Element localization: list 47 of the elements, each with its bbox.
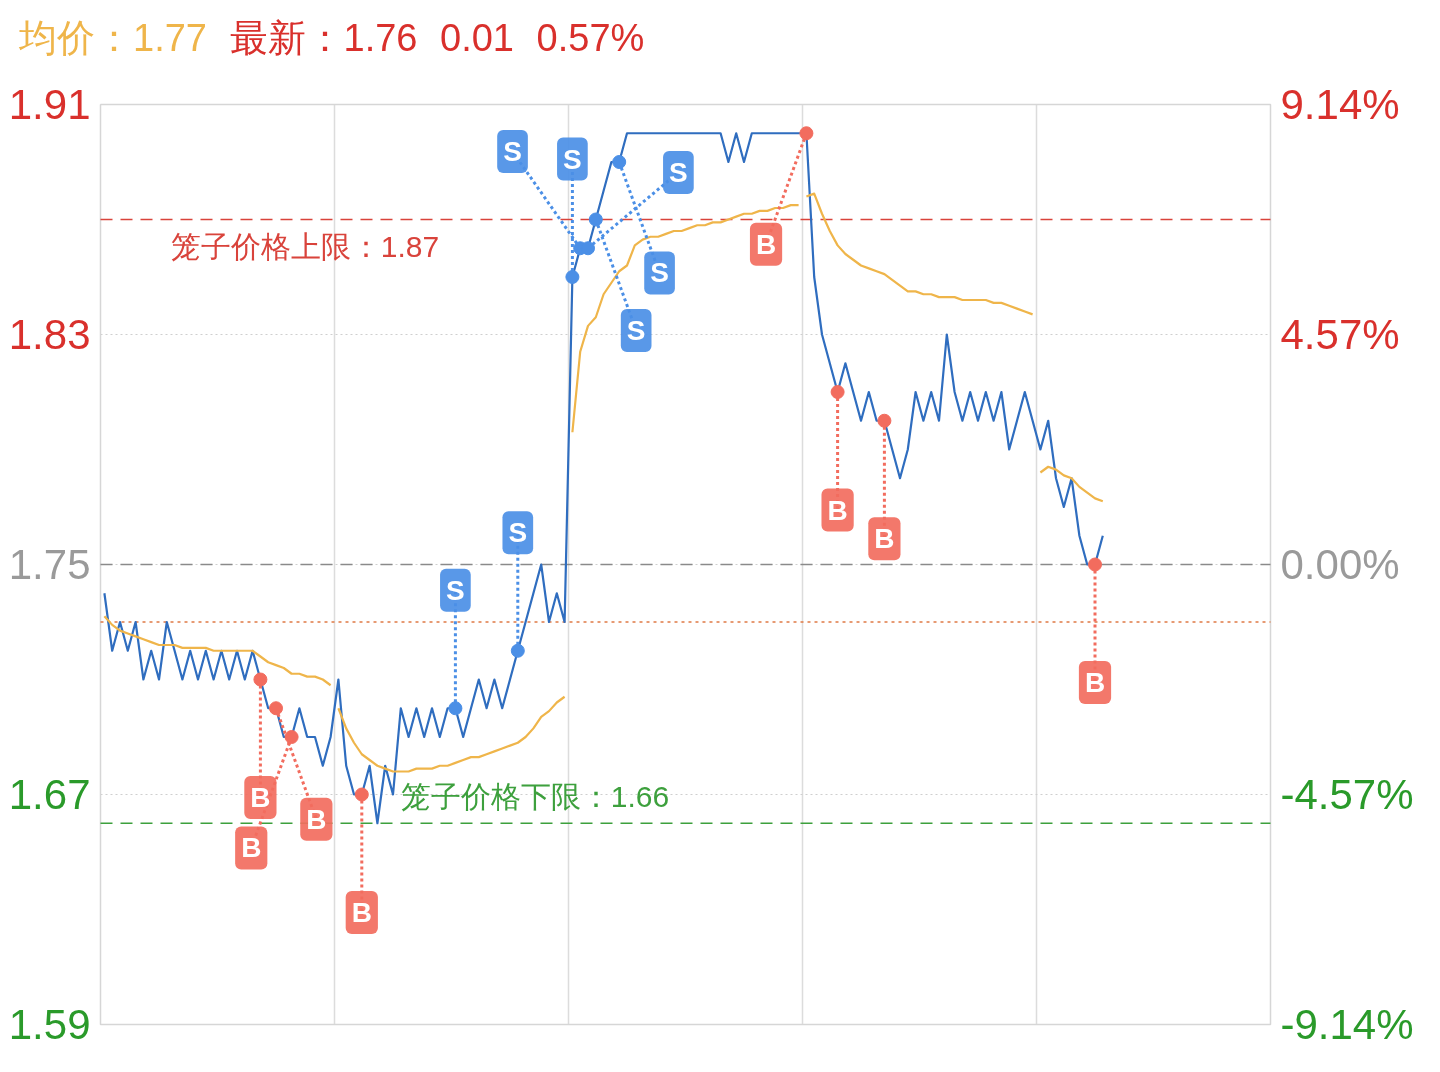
- point: [354, 787, 369, 802]
- point: [830, 385, 845, 399]
- data-label: S: [503, 136, 522, 168]
- y2-tick-label: 9.14%: [1280, 81, 1400, 128]
- point: [253, 672, 268, 687]
- data-label: B: [241, 832, 262, 864]
- chart-subtitle: 最新：1.76 0.01 0.57%: [229, 17, 645, 59]
- y-tick-label: 1.91: [8, 81, 91, 128]
- line-series: [805, 192, 1034, 316]
- y-tick-label: 1.75: [8, 541, 91, 588]
- line-series: [1039, 465, 1104, 503]
- line-series: [103, 615, 332, 687]
- line-series: [337, 695, 566, 773]
- y2-tick-label: 0.00%: [1280, 541, 1400, 588]
- point: [284, 730, 299, 744]
- data-label: S: [626, 314, 646, 346]
- y-tick-label: 1.83: [8, 311, 91, 358]
- point: [612, 155, 627, 169]
- point: [877, 413, 892, 428]
- y-tick-label: 1.67: [8, 771, 91, 818]
- point: [510, 643, 525, 658]
- y2-tick-label: -4.57%: [1280, 771, 1414, 818]
- data-label: B: [755, 228, 777, 260]
- data-label: B: [250, 782, 271, 813]
- point: [565, 270, 580, 284]
- point: [799, 126, 814, 141]
- data-label: S: [669, 156, 688, 188]
- point: [448, 701, 463, 716]
- data-label: S: [563, 143, 582, 175]
- data-label: B: [351, 897, 372, 928]
- data-label: B: [827, 494, 848, 526]
- data-label: S: [650, 257, 669, 289]
- chart-title: 均价：1.77: [19, 17, 207, 59]
- point: [588, 212, 603, 227]
- data-label: S: [508, 517, 528, 549]
- data-label: S: [446, 574, 465, 606]
- point: [269, 701, 283, 716]
- ref-line-label: 笼子价格下限：1.66: [400, 780, 670, 813]
- data-label: B: [1084, 667, 1106, 698]
- ref-line-label: 笼子价格上限：1.87: [170, 229, 440, 263]
- y2-tick-label: 4.57%: [1280, 311, 1400, 358]
- data-label: B: [306, 803, 327, 835]
- point: [1088, 557, 1102, 572]
- data-label: B: [874, 523, 895, 555]
- line-series: [571, 204, 800, 434]
- y2-tick-label: -9.14%: [1280, 1001, 1414, 1048]
- y-tick-label: 1.59: [8, 1001, 91, 1048]
